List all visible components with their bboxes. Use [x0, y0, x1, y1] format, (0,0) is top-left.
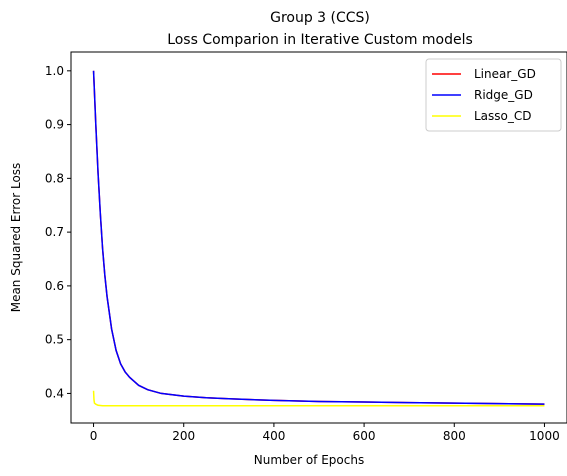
- series-line-lasso-cd: [92, 390, 545, 407]
- chart-subtitle: Loss Comparion in Iterative Custom model…: [167, 32, 473, 48]
- y-tick-label: 0.6: [45, 279, 64, 293]
- chart-title: Group 3 (CCS): [270, 10, 370, 26]
- legend: Linear_GD Ridge_GD Lasso_CD: [425, 58, 562, 132]
- legend-label: Ridge_GD: [474, 88, 533, 102]
- legend-label: Linear_GD: [474, 67, 536, 81]
- series-line-ridge-gd: [92, 70, 545, 405]
- plot-frame: [70, 51, 567, 424]
- x-tick-label: 0: [90, 429, 98, 443]
- x-axis-ticks: 0 200 400 600 800 1000: [90, 423, 560, 443]
- y-tick-label: 0.7: [45, 225, 64, 239]
- x-tick-label: 400: [262, 429, 285, 443]
- y-axis-label: Mean Squared Error Loss: [9, 163, 23, 313]
- x-tick-label: 800: [443, 429, 466, 443]
- y-tick-label: 1.0: [45, 64, 64, 78]
- series-lines: [92, 70, 545, 407]
- x-tick-label: 1000: [529, 429, 560, 443]
- y-axis-ticks: 0.4 0.5 0.6 0.7 0.8 0.9 1.0: [45, 64, 71, 400]
- y-tick-label: 0.9: [45, 118, 64, 132]
- y-tick-label: 0.5: [45, 333, 64, 347]
- x-axis-label: Number of Epochs: [254, 453, 364, 467]
- y-tick-label: 0.8: [45, 171, 64, 185]
- x-tick-label: 600: [353, 429, 376, 443]
- y-tick-label: 0.4: [45, 386, 64, 400]
- legend-label: Lasso_CD: [474, 109, 532, 123]
- legend-box: [425, 58, 562, 132]
- x-tick-label: 200: [172, 429, 195, 443]
